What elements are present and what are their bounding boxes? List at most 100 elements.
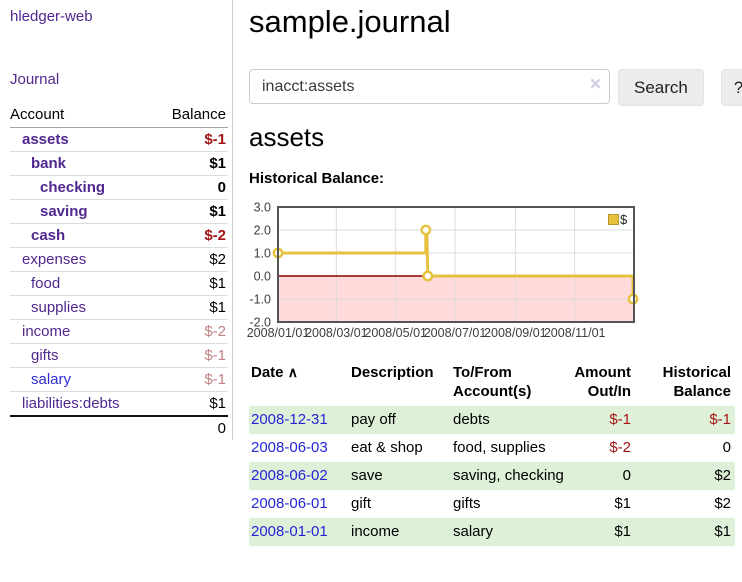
account-row: saving $1 <box>10 199 228 224</box>
help-button[interactable]: ? <box>720 69 742 106</box>
register-row: 2008-01-01 income salary $1 $1 <box>249 518 735 546</box>
account-link-expenses[interactable]: expenses <box>22 251 87 268</box>
app-title-link[interactable]: hledger-web <box>10 8 93 25</box>
chart-legend: $ <box>608 212 627 227</box>
accounts-total-row: 0 <box>10 415 228 440</box>
account-balance: $1 <box>154 199 228 224</box>
register-accounts-cell: food, supplies <box>453 439 546 456</box>
search-box: × <box>249 69 610 106</box>
accounts-table: Account Balance assets $-1 bank $1 checking 0… <box>10 103 228 440</box>
register-balance-cell: $2 <box>714 495 731 512</box>
series-label: $ <box>620 212 628 227</box>
account-name-cell: supplies <box>10 295 155 320</box>
register-header-balance: Historical Balance <box>662 364 731 400</box>
account-name-cell: saving <box>10 199 155 224</box>
register-description-cell: eat & shop <box>351 439 423 456</box>
plot-border <box>277 206 635 323</box>
register-date-cell: 2008-06-03 <box>249 434 349 462</box>
main-content: sample.journal × Search ? assets Histori… <box>247 0 742 582</box>
register-accounts-cell: saving, checking <box>453 467 564 484</box>
account-balance: $1 <box>154 391 228 416</box>
accounts-total-spacer <box>10 415 155 440</box>
account-row: income $-2 <box>10 319 228 344</box>
register-table: Date ∧ Description To/From Account(s) Am… <box>249 361 735 546</box>
page-title: sample.journal <box>249 4 451 39</box>
account-row: checking 0 <box>10 175 228 200</box>
account-balance: $2 <box>154 247 228 272</box>
svg-text:2008/07/01: 2008/07/01 <box>424 326 487 340</box>
svg-text:1.0: 1.0 <box>254 247 271 261</box>
accounts-header-account: Account <box>10 103 155 128</box>
register-date-cell: 2008-12-31 <box>249 406 349 434</box>
accounts-header-row: Account Balance <box>10 103 228 128</box>
account-link-salary[interactable]: salary <box>31 371 72 388</box>
data-point-marker <box>422 270 434 282</box>
account-link-bank[interactable]: bank <box>31 155 67 172</box>
svg-text:3.0: 3.0 <box>254 201 271 215</box>
account-balance: 0 <box>154 175 228 200</box>
register-date-cell: 2008-06-01 <box>249 490 349 518</box>
account-balance: $-1 <box>154 343 228 368</box>
register-header-description: Description <box>351 364 434 381</box>
account-link-assets[interactable]: assets <box>22 131 69 148</box>
register-accounts-cell: debts <box>453 411 490 428</box>
svg-text:-2.0: -2.0 <box>249 316 271 330</box>
sort-asc-icon: ∧ <box>287 364 298 380</box>
account-link-gifts[interactable]: gifts <box>31 347 59 364</box>
search-input[interactable] <box>249 69 610 104</box>
account-link-liabilities-debts[interactable]: liabilities:debts <box>22 395 120 412</box>
sidebar: hledger-web Journal Account Balance asse… <box>0 0 233 440</box>
account-name-cell: income <box>10 319 155 344</box>
register-balance-cell: $1 <box>714 523 731 540</box>
register-amount-cell: $1 <box>614 523 631 540</box>
account-link-supplies[interactable]: supplies <box>31 299 87 316</box>
account-name-cell: assets <box>10 128 154 152</box>
account-link-cash[interactable]: cash <box>31 227 66 244</box>
register-row: 2008-06-03 eat & shop food, supplies $-2 0 <box>249 434 735 462</box>
account-name-cell: checking <box>10 175 155 200</box>
account-balance: $1 <box>154 295 228 320</box>
register-header-row: Date ∧ Description To/From Account(s) Am… <box>249 361 735 406</box>
register-balance-cell: $2 <box>714 467 731 484</box>
register-row: 2008-06-01 gift gifts $1 $2 <box>249 490 735 518</box>
search-button[interactable]: Search <box>618 69 704 106</box>
register-description-cell: pay off <box>351 411 396 428</box>
svg-text:-1.0: -1.0 <box>249 293 271 307</box>
account-name-cell: expenses <box>10 247 155 272</box>
account-link-income[interactable]: income <box>22 323 71 340</box>
account-row: expenses $2 <box>10 247 228 272</box>
transaction-date-link[interactable]: 2008-12-31 <box>251 411 328 428</box>
account-balance: $-1 <box>204 131 226 148</box>
register-date-cell: 2008-06-02 <box>249 462 349 490</box>
account-row: salary $-1 <box>10 367 228 392</box>
chart-svg: 3.0 2.0 1.0 0.0 -1.0 -2.02008/01/012008/03/01… <box>247 201 639 340</box>
transaction-date-link[interactable]: 2008-06-02 <box>251 467 328 484</box>
clear-search-icon[interactable]: × <box>589 74 601 95</box>
accounts-header-balance: Balance <box>154 103 228 128</box>
register-header-date[interactable]: Date ∧ <box>251 364 298 381</box>
svg-text:2008/03/01: 2008/03/01 <box>305 326 368 340</box>
transaction-date-link[interactable]: 2008-06-03 <box>251 439 328 456</box>
accounts-total-value: 0 <box>154 415 228 440</box>
account-row: bank $1 <box>10 151 228 176</box>
transaction-date-link[interactable]: 2008-01-01 <box>251 523 328 540</box>
data-point-marker <box>420 224 432 236</box>
account-row: assets $-1 <box>10 128 228 152</box>
historical-balance-chart: $ 3.0 2.0 1.0 0.0 -1.0 -2.0 2008/01/01 2008/03/… <box>247 201 669 345</box>
svg-text:2008/11/01: 2008/11/01 <box>544 326 606 340</box>
account-name-cell: gifts <box>10 343 155 368</box>
account-row: gifts $-1 <box>10 343 228 368</box>
account-link-food[interactable]: food <box>31 275 61 292</box>
account-name-cell: cash <box>10 223 155 248</box>
register-amount-cell: $1 <box>614 495 631 512</box>
account-link-checking[interactable]: checking <box>40 179 106 196</box>
account-link-saving[interactable]: saving <box>40 203 88 220</box>
register-row: 2008-06-02 save saving, checking 0 $2 <box>249 462 735 490</box>
transaction-date-link[interactable]: 2008-06-01 <box>251 495 328 512</box>
register-amount-cell: $-2 <box>609 439 631 456</box>
sidebar-item-journal[interactable]: Journal <box>10 71 60 88</box>
register-description-cell: income <box>351 523 400 540</box>
register-description-cell: gift <box>351 495 372 512</box>
register-accounts-cell: salary <box>453 523 494 540</box>
